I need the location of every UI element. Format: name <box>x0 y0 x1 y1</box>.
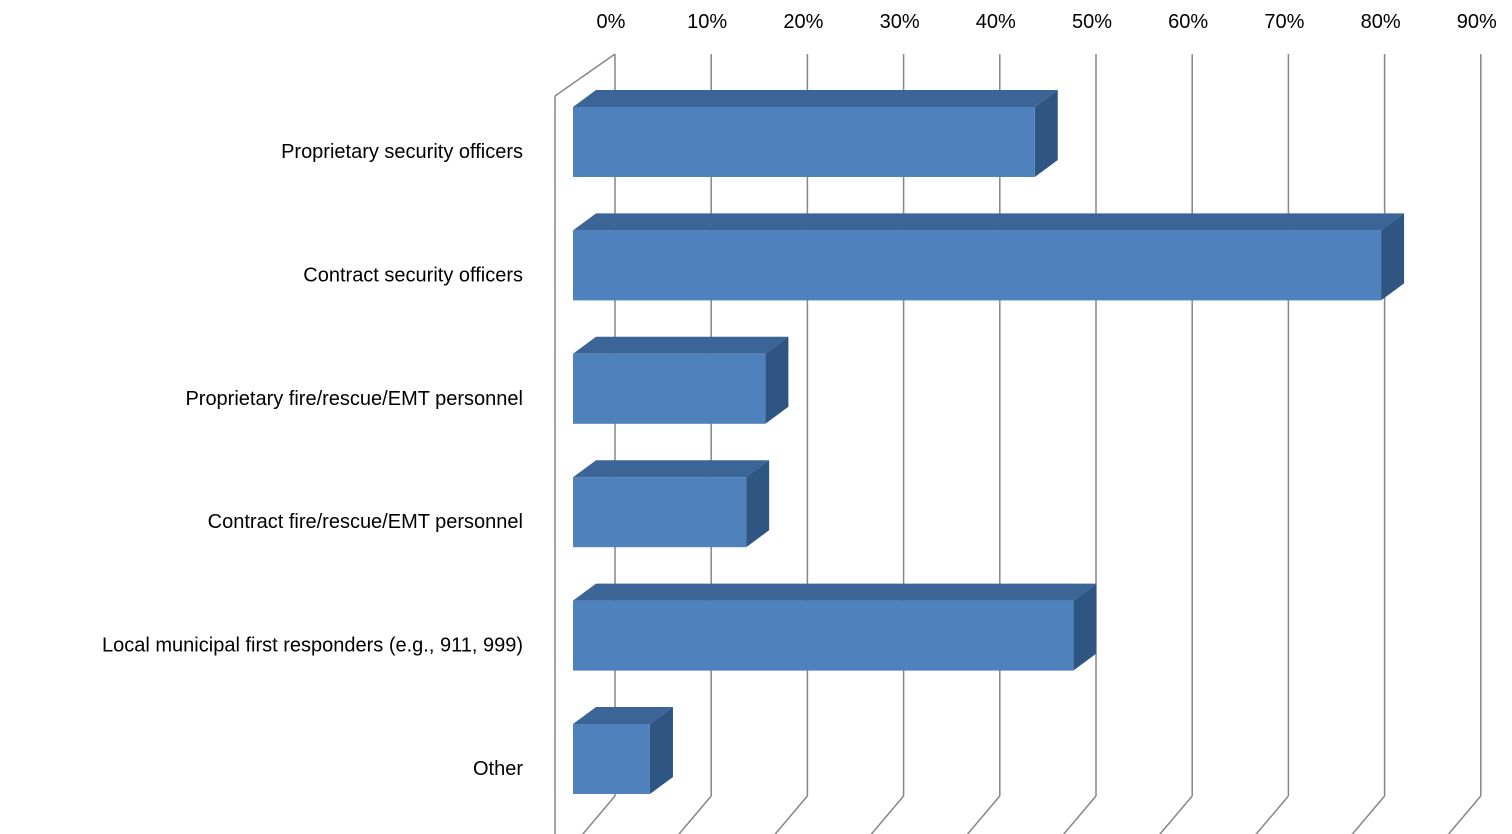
gridline-floor <box>860 796 904 834</box>
gridline-floor <box>1341 796 1385 834</box>
x-axis-tick-labels: 0% 10% 20% 30% 40% 50% 60% 70% 80% 90% <box>597 11 1497 33</box>
bar <box>573 584 1096 671</box>
bar-front-face <box>573 477 746 547</box>
gridline-floor <box>571 796 615 834</box>
gridline-floor <box>763 796 807 834</box>
gridline-floor <box>1148 796 1192 834</box>
category-label: Proprietary security officers <box>281 141 523 163</box>
x-tick-label: 0% <box>597 11 626 33</box>
bar-front-face <box>573 354 765 424</box>
bar-front-face <box>573 230 1381 300</box>
bar <box>573 213 1404 300</box>
bar-top-face <box>573 584 1096 601</box>
bar-front-face <box>573 601 1073 671</box>
x-tick-label: 30% <box>880 11 920 33</box>
category-labels: Proprietary security officers Contract se… <box>102 141 523 780</box>
bars <box>573 90 1404 794</box>
x-tick-label: 10% <box>687 11 727 33</box>
gridline-floor <box>956 796 1000 834</box>
x-tick-label: 80% <box>1361 11 1401 33</box>
bar-top-face <box>573 90 1058 107</box>
side-wall-top <box>555 54 615 96</box>
x-tick-label: 50% <box>1072 11 1112 33</box>
bar <box>573 707 673 794</box>
bar-front-face <box>573 724 650 794</box>
bar-top-face <box>573 213 1404 230</box>
category-label: Proprietary fire/rescue/EMT personnel <box>185 388 523 410</box>
gridline-floor <box>1052 796 1096 834</box>
bar-front-face <box>573 107 1035 177</box>
bar <box>573 460 769 547</box>
category-label: Local municipal first responders (e.g., … <box>102 635 523 657</box>
bar-top-face <box>573 337 788 354</box>
bar-top-face <box>573 460 769 477</box>
x-tick-label: 60% <box>1168 11 1208 33</box>
category-label: Contract fire/rescue/EMT personnel <box>208 511 523 533</box>
bar <box>573 337 788 424</box>
gridline-floor <box>667 796 711 834</box>
x-tick-label: 70% <box>1264 11 1304 33</box>
gridline-floor <box>1437 796 1481 834</box>
bar <box>573 90 1058 177</box>
category-label: Contract security officers <box>303 264 523 286</box>
category-label: Other <box>473 758 523 780</box>
x-tick-label: 20% <box>783 11 823 33</box>
x-tick-label: 40% <box>976 11 1016 33</box>
gridline-floor <box>1244 796 1288 834</box>
x-tick-label: 90% <box>1457 11 1497 33</box>
